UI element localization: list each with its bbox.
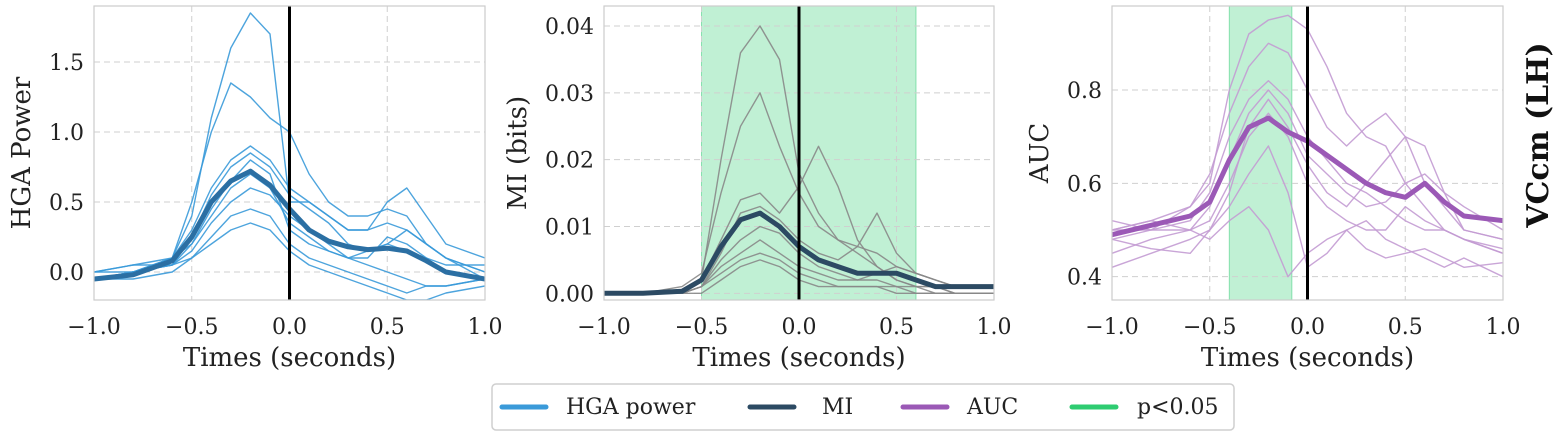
y-tick-label: 0.00 xyxy=(545,282,594,307)
y-tick-label: 0.6 xyxy=(1067,172,1102,197)
plot-area xyxy=(604,25,994,296)
single-trace-line xyxy=(1112,89,1503,231)
y-axis-label: MI (bits) xyxy=(503,96,533,210)
significance-region xyxy=(1228,5,1293,301)
mean-trace-line xyxy=(94,168,485,282)
x-tick-label: 0.5 xyxy=(879,315,914,340)
legend-item-hga: HGA power xyxy=(499,395,696,420)
y-tick-label: 0.02 xyxy=(545,149,594,174)
single-trace-line xyxy=(1112,14,1503,254)
x-tick-label: −0.5 xyxy=(1183,315,1236,340)
x-tick-label: 1.0 xyxy=(468,315,503,340)
legend-box xyxy=(491,383,1235,431)
y-tick-label: 0.8 xyxy=(1067,79,1102,104)
single-trace-line xyxy=(604,259,994,294)
auc-panel: −1.0 −0.5 0.0 0.5 1.0 0.4 0.6 0.8 Times (seconds… xyxy=(1025,5,1521,373)
mean-trace-line xyxy=(604,210,994,296)
x-tick-label: 0.0 xyxy=(782,315,817,340)
single-trace-line xyxy=(94,208,485,294)
legend-label-p: p<0.05 xyxy=(1137,395,1219,420)
legend-item-p: p<0.05 xyxy=(1069,395,1219,420)
axes-frame xyxy=(1111,5,1504,301)
x-tick-label: 0.5 xyxy=(1388,315,1423,340)
x-tick-label: 0.0 xyxy=(1290,315,1325,340)
x-tick-label: −0.5 xyxy=(165,315,218,340)
x-tick-label: −1.0 xyxy=(577,315,630,340)
legend: HGA power MI AUC p<0.05 xyxy=(491,383,1235,431)
y-tick-label: 0.5 xyxy=(49,191,84,216)
x-tick-label: −1.0 xyxy=(1085,315,1138,340)
x-tick-label: −1.0 xyxy=(67,315,120,340)
x-axis-label: Times (seconds) xyxy=(183,343,396,373)
single-trace-line xyxy=(94,145,485,273)
single-trace-line xyxy=(94,159,485,273)
legend-label-hga: HGA power xyxy=(566,395,696,420)
x-tick-label: 1.0 xyxy=(1486,315,1521,340)
axes-frame xyxy=(603,5,995,301)
y-tick-label: 1.0 xyxy=(49,121,84,146)
y-tick-label: 0.03 xyxy=(545,82,594,107)
y-tick-label: 0.4 xyxy=(1067,266,1102,291)
y-axis-label: AUC xyxy=(1025,123,1055,185)
y-tick-label: 0.01 xyxy=(545,216,594,241)
single-trace-line xyxy=(94,222,485,300)
y-axis-label: HGA Power xyxy=(7,76,37,229)
single-trace-line xyxy=(1112,145,1503,278)
y-tick-label: 0.04 xyxy=(545,15,594,40)
legend-item-auc: AUC xyxy=(900,395,1018,420)
single-trace-line xyxy=(1112,98,1503,255)
single-trace-line xyxy=(94,82,485,280)
single-trace-line xyxy=(1112,205,1503,278)
legend-label-mi: MI xyxy=(822,395,853,420)
axes-frame xyxy=(93,5,486,301)
x-tick-label: 1.0 xyxy=(977,315,1012,340)
y-tick-label: 1.5 xyxy=(49,51,84,76)
plot-area xyxy=(1112,14,1503,278)
x-axis-label: Times (seconds) xyxy=(692,343,905,373)
x-tick-label: −0.5 xyxy=(675,315,728,340)
mean-trace-line xyxy=(1112,115,1503,238)
x-axis-label: Times (seconds) xyxy=(1201,343,1414,373)
x-tick-label: 0.0 xyxy=(272,315,307,340)
legend-item-mi: MI xyxy=(747,395,853,420)
plot-area xyxy=(94,12,485,300)
single-trace-line xyxy=(1112,112,1503,254)
hga-power-panel: −1.0 −0.5 0.0 0.5 1.0 0.0 0.5 1.0 1.5 Times (seco… xyxy=(7,5,503,373)
legend-label-auc: AUC xyxy=(966,395,1018,420)
mi-panel: −1.0 −0.5 0.0 0.5 1.0 0.00 0.01 0.02 0.03 0.04 Tim… xyxy=(503,5,1012,373)
y-tick-label: 0.0 xyxy=(49,261,84,286)
x-tick-label: 0.5 xyxy=(370,315,405,340)
side-label: VCcm (LH) xyxy=(1521,42,1556,228)
